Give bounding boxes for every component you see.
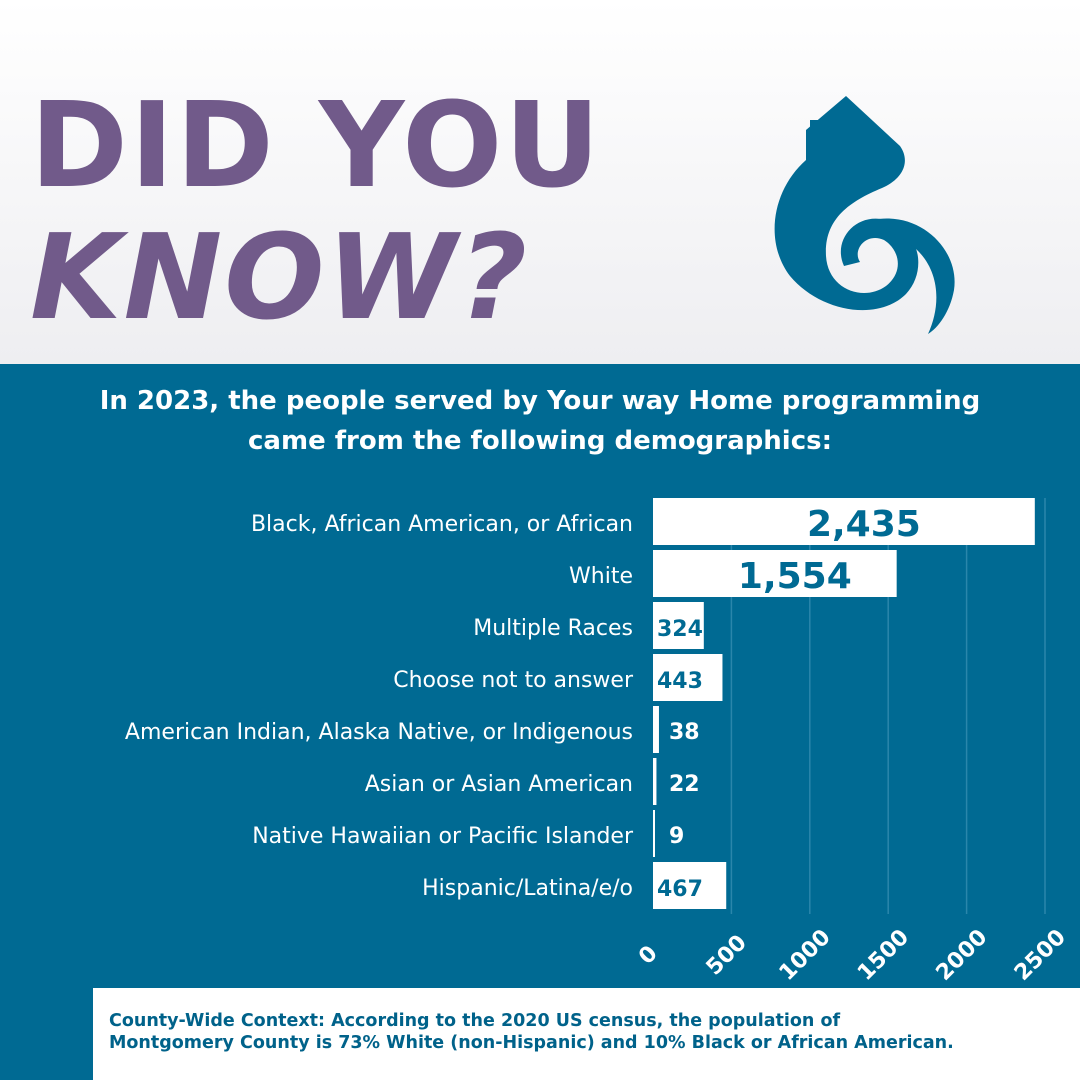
note-line-2: Montgomery County is 73% White (non-Hisp…	[109, 1033, 954, 1053]
data-label: 2,435	[807, 504, 921, 545]
tick-label: 2500	[1010, 925, 1071, 986]
county-context-note: County-Wide Context: According to the 20…	[93, 988, 1080, 1080]
bar	[653, 810, 655, 857]
subtitle-line-2: came from the following demographics:	[248, 426, 832, 456]
category-label: Choose not to answer	[393, 668, 634, 693]
chart-subtitle: In 2023, the people served by Your way H…	[20, 381, 1060, 461]
your-way-home-logo-icon	[774, 96, 955, 334]
bar	[653, 498, 1035, 545]
tick-label: 500	[702, 930, 752, 980]
chart-panel	[0, 364, 1080, 1080]
tick-label: 0	[634, 941, 663, 970]
bar	[653, 706, 659, 753]
data-label: 443	[657, 669, 703, 694]
tick-label: 1000	[775, 925, 836, 986]
headline-line-2: KNOW?	[30, 208, 530, 346]
data-label: 1,554	[738, 556, 852, 597]
tick-label: 1500	[853, 925, 914, 986]
data-label: 38	[669, 720, 700, 745]
note-line-1: County-Wide Context: According to the 20…	[109, 1011, 841, 1031]
category-label: Black, African American, or African	[251, 512, 633, 537]
data-label: 324	[657, 617, 703, 642]
tick-label: 2000	[932, 925, 993, 986]
data-label: 22	[669, 772, 700, 797]
data-label: 467	[657, 877, 703, 902]
category-label: White	[569, 564, 633, 589]
headline-line-1: DID YOU	[30, 76, 603, 214]
data-label: 9	[669, 824, 684, 849]
category-label: Native Hawaiian or Pacific Islander	[252, 824, 634, 849]
category-label: American Indian, Alaska Native, or Indig…	[125, 720, 633, 745]
category-label: Asian or Asian American	[365, 772, 633, 797]
bar	[653, 862, 727, 909]
bar	[653, 758, 657, 805]
subtitle-line-1: In 2023, the people served by Your way H…	[99, 386, 981, 416]
category-label: Hispanic/Latina/e/o	[422, 876, 633, 901]
bar	[653, 550, 897, 597]
category-label: Multiple Races	[473, 616, 633, 641]
bar	[653, 654, 723, 701]
bar	[653, 602, 704, 649]
header-area	[0, 0, 1080, 364]
